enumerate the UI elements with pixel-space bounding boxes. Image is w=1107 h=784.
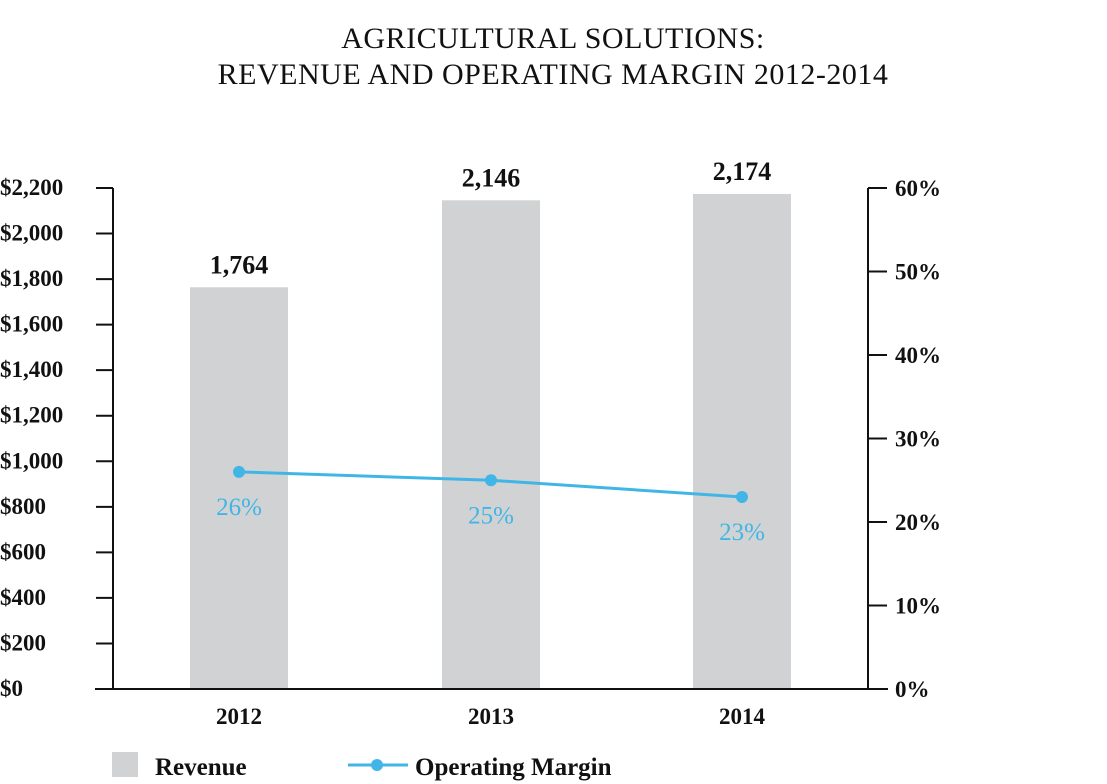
left-axis-tick-label: $1,000 bbox=[0, 448, 63, 473]
left-axis-tick-label: $400 bbox=[0, 585, 46, 610]
right-axis-tick-label: 50% bbox=[895, 260, 941, 285]
left-axis-tick-label: $200 bbox=[0, 630, 46, 655]
left-axis-tick-label: $0 bbox=[0, 676, 23, 701]
x-axis-category-label: 2012 bbox=[216, 704, 262, 729]
legend: Revenue Operating Margin bbox=[112, 752, 612, 781]
operating-margin-data-label: 26% bbox=[216, 494, 262, 521]
chart-title-line-1: AGRICULTURAL SOLUTIONS: bbox=[341, 22, 764, 55]
right-axis-tick-label: 30% bbox=[895, 427, 941, 452]
right-axis-tick-label: 20% bbox=[895, 510, 941, 535]
left-axis-tick-label: $800 bbox=[0, 494, 46, 519]
x-axis-category-label: 2014 bbox=[719, 704, 766, 729]
revenue-bar-2014 bbox=[693, 193, 791, 690]
operating-margin-point-2013 bbox=[485, 474, 497, 487]
right-axis-tick-label: 0% bbox=[895, 677, 930, 702]
operating-margin-data-label: 23% bbox=[719, 519, 765, 546]
operating-margin-point-2012 bbox=[233, 465, 245, 478]
x-axis-category-label: 2013 bbox=[468, 704, 514, 729]
revenue-data-label: 2,146 bbox=[462, 163, 521, 192]
revenue-data-label: 2,174 bbox=[713, 157, 772, 186]
legend-margin-label: Operating Margin bbox=[415, 754, 612, 781]
revenue-bar-2012 bbox=[190, 287, 288, 689]
legend-margin-marker bbox=[371, 759, 383, 771]
left-axis-tick-label: $2,000 bbox=[0, 221, 63, 246]
legend-revenue-swatch bbox=[112, 752, 138, 777]
operating-margin-data-label: 25% bbox=[468, 502, 514, 529]
revenue-data-label: 1,764 bbox=[210, 250, 269, 279]
right-axis-tick-label: 60% bbox=[895, 176, 941, 201]
right-axis-tick-label: 40% bbox=[895, 343, 941, 368]
legend-revenue-label: Revenue bbox=[155, 754, 247, 781]
operating-margin-point-2014 bbox=[736, 490, 748, 503]
left-axis-tick-label: $1,200 bbox=[0, 403, 63, 428]
left-axis-tick-label: $1,400 bbox=[0, 357, 63, 382]
left-axis-tick-label: $600 bbox=[0, 539, 46, 564]
chart-title-line-2: REVENUE AND OPERATING MARGIN 2012-2014 bbox=[218, 58, 889, 91]
left-axis-tick-label: $1,600 bbox=[0, 312, 63, 337]
right-axis-tick-label: 10% bbox=[895, 594, 941, 619]
left-axis-tick-label: $1,800 bbox=[0, 266, 63, 291]
revenue-bar-2013 bbox=[442, 200, 540, 689]
left-axis-tick-label: $2,200 bbox=[0, 175, 63, 200]
